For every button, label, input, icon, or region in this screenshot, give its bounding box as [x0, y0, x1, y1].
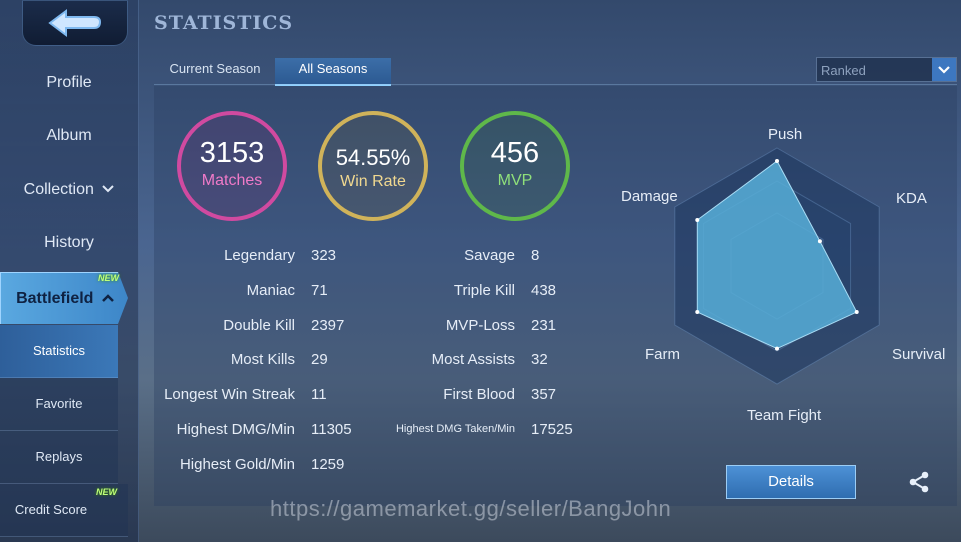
matches-value: 3153	[199, 137, 265, 169]
stat-value: 357	[531, 386, 557, 403]
sidebar-subitem-label: Statistics	[32, 343, 85, 358]
radar-label-farm: Farm	[645, 346, 680, 363]
win-rate-circle: 54.55% Win Rate	[318, 111, 428, 221]
mvp-circle: 456 MVP	[460, 111, 570, 221]
tab-current-season[interactable]: Current Season	[158, 58, 272, 84]
sidebar-subitem-label: Replays	[35, 449, 83, 464]
new-badge: NEW	[96, 487, 117, 497]
sidebar-item-label: Battlefield	[16, 290, 94, 307]
sidebar-item-label: Profile	[46, 74, 92, 91]
sidebar-item-label: Album	[46, 127, 92, 144]
mvp-label: MVP	[497, 172, 533, 189]
stat-value: 71	[311, 282, 328, 299]
radar-label-damage: Damage	[621, 188, 678, 205]
back-button[interactable]	[22, 0, 128, 46]
stat-value: 1259	[311, 456, 345, 473]
mode-select-value: Ranked	[821, 63, 866, 78]
stat-value: 29	[311, 351, 328, 368]
sidebar-item-battlefield[interactable]: Battlefield	[0, 272, 128, 324]
win-rate-value: 54.55%	[335, 145, 411, 170]
sidebar-subitem-credit-score[interactable]: Credit Score	[0, 484, 128, 537]
sidebar-subitem-label: Favorite	[35, 396, 83, 411]
stat-value: 231	[531, 317, 557, 334]
stat-value: 438	[531, 282, 557, 299]
radar-label-team-fight: Team Fight	[747, 407, 822, 424]
dropdown-button[interactable]	[932, 58, 956, 81]
matches-label: Matches	[201, 172, 263, 189]
tab-all-seasons[interactable]: All Seasons	[275, 58, 391, 86]
stat-label: Double Kill	[223, 317, 295, 334]
stat-label: Most Assists	[431, 351, 515, 368]
stat-label: Longest Win Streak	[164, 386, 295, 403]
chevron-down-icon	[102, 185, 115, 193]
sidebar-item-label: History	[44, 234, 94, 251]
sidebar: Profile Album Collection History Battlef…	[0, 0, 139, 542]
sidebar-subitem-statistics[interactable]: Statistics	[0, 325, 118, 378]
stat-value: 32	[531, 351, 548, 368]
stat-label: Most Kills	[230, 351, 295, 368]
sidebar-item-profile[interactable]: Profile	[0, 74, 138, 92]
stat-label: First Blood	[443, 386, 515, 403]
stat-value: 323	[311, 247, 337, 264]
sidebar-subitem-label: Credit Score	[14, 502, 88, 517]
radar-label-push: Push	[768, 126, 803, 143]
page-title: STATISTICS	[154, 12, 294, 34]
radar-label-kda: KDA	[896, 190, 927, 207]
stat-label: Triple Kill	[453, 282, 515, 299]
stat-value: 2397	[311, 317, 345, 334]
share-icon	[909, 471, 929, 493]
mvp-value: 456	[490, 137, 540, 169]
stat-label: Highest DMG/Min	[176, 421, 295, 438]
stat-label: Highest Gold/Min	[179, 456, 295, 473]
matches-circle: 3153 Matches	[177, 111, 287, 221]
chevron-down-icon	[938, 65, 950, 74]
win-rate-label: Win Rate	[340, 173, 406, 190]
stat-label: Savage	[464, 247, 515, 264]
tab-divider	[154, 84, 957, 85]
share-button[interactable]	[902, 466, 936, 498]
sidebar-item-label: Collection	[23, 181, 94, 198]
sidebar-subitem-replays[interactable]: Replays	[0, 431, 118, 484]
sidebar-item-history[interactable]: History	[0, 234, 138, 252]
watermark: https://gamemarket.gg/seller/BangJohn	[270, 496, 672, 521]
details-button-label: Details	[768, 473, 814, 490]
back-arrow-icon	[48, 9, 102, 37]
stat-label: Maniac	[246, 282, 295, 299]
stat-value: 11	[311, 386, 327, 403]
mode-select[interactable]: Ranked	[816, 57, 957, 82]
stat-value: 11305	[311, 421, 352, 438]
stat-value: 17525	[531, 421, 573, 438]
tab-label: Current Season	[169, 61, 261, 76]
new-badge: NEW	[98, 273, 119, 283]
stat-label: MVP-Loss	[445, 317, 515, 334]
sidebar-subitem-favorite[interactable]: Favorite	[0, 378, 118, 431]
stat-label: Highest DMG Taken/Min	[395, 423, 515, 435]
details-button[interactable]: Details	[726, 465, 856, 499]
chevron-up-icon	[102, 294, 114, 302]
sidebar-item-album[interactable]: Album	[0, 127, 138, 145]
stat-value: 8	[531, 247, 540, 264]
stat-label: Legendary	[224, 247, 295, 264]
tab-label: All Seasons	[298, 61, 368, 76]
radar-label-survival: Survival	[892, 346, 946, 363]
sidebar-item-collection[interactable]: Collection	[0, 181, 138, 199]
